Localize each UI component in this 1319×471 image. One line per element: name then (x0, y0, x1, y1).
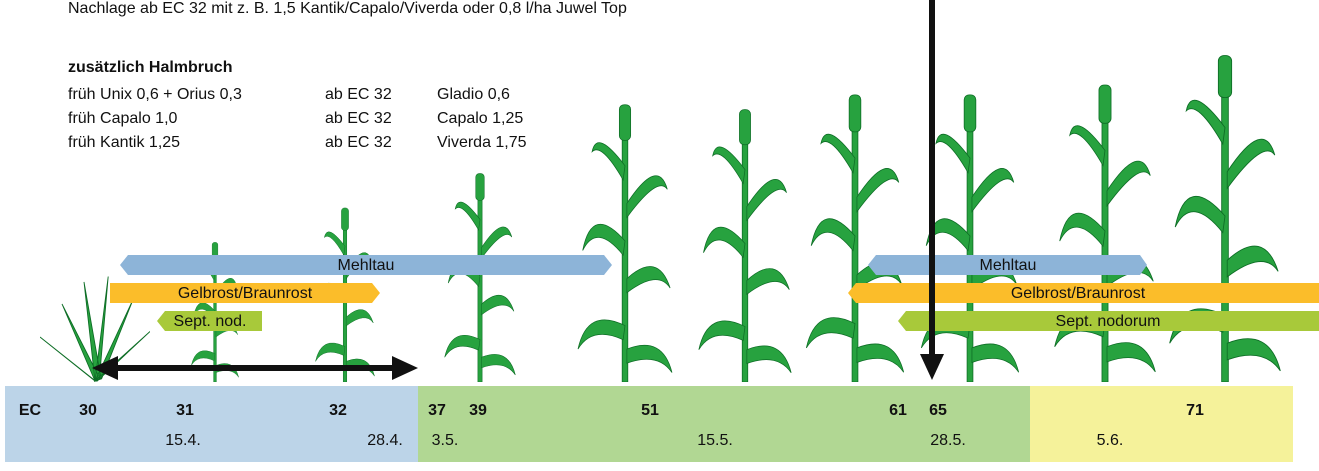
plant (1170, 56, 1281, 382)
plant (1055, 85, 1156, 382)
ec-stage: 71 (1186, 402, 1204, 419)
plant (445, 174, 516, 382)
date: 28.4. (367, 432, 403, 449)
band-label: Mehltau (980, 257, 1037, 274)
row-cell: früh Unix 0,6 + Orius 0,3 (68, 86, 242, 103)
row-cell: Capalo 1,25 (437, 110, 523, 127)
band-label: Gelbrost/Braunrost (178, 285, 313, 302)
ec-stage: 32 (329, 402, 347, 419)
band-label: Sept. nod. (174, 313, 247, 330)
period (5, 386, 418, 462)
timeline: EC 30 31 32 37 39 51 61 65 71 15.4. 28.4. 3.5. 15.5.… (5, 386, 1293, 462)
arrow-head (920, 354, 944, 380)
rows: früh Unix 0,6 + Orius 0,3 ab EC 32 Gladio … (68, 86, 527, 151)
row-cell: ab EC 32 (325, 86, 392, 103)
plant (806, 95, 903, 382)
plant (578, 105, 672, 382)
date: 3.5. (432, 432, 459, 449)
row-cell: Gladio 0,6 (437, 86, 510, 103)
date: 15.5. (697, 432, 733, 449)
plant (699, 110, 791, 382)
date: 5.6. (1097, 432, 1124, 449)
section-title: zusätzlich Halmbruch (68, 59, 232, 76)
ec-stage: 61 (889, 402, 907, 419)
band-label: Gelbrost/Braunrost (1011, 285, 1146, 302)
note: Nachlage ab EC 32 mit z. B. 1,5 Kantik/C… (68, 0, 627, 17)
row-cell: ab EC 32 (325, 110, 392, 127)
infographic: Nachlage ab EC 32 mit z. B. 1,5 Kantik/C… (0, 0, 1319, 466)
period (1030, 386, 1293, 462)
plants (40, 56, 1280, 382)
ec-stage: 30 (79, 402, 97, 419)
period (418, 386, 1030, 462)
bands: Mehltau Gelbrost/Braunrost Sept. nod. Me… (110, 255, 1319, 331)
row-cell: früh Kantik 1,25 (68, 134, 180, 151)
ec-label: EC (19, 402, 42, 419)
ec-stage: 37 (428, 402, 446, 419)
row-cell: Viverda 1,75 (437, 134, 527, 151)
arrow-head (392, 356, 418, 380)
date: 15.4. (165, 432, 201, 449)
ec-stage: 65 (929, 402, 947, 419)
band-label: Sept. nodorum (1056, 313, 1161, 330)
ec-stage: 51 (641, 402, 659, 419)
ec-stage: 39 (469, 402, 487, 419)
band-label: Mehltau (338, 257, 395, 274)
row-cell: ab EC 32 (325, 134, 392, 151)
row-cell: früh Capalo 1,0 (68, 110, 178, 127)
date: 28.5. (930, 432, 966, 449)
plant (921, 95, 1018, 382)
ec-stage: 31 (176, 402, 194, 419)
